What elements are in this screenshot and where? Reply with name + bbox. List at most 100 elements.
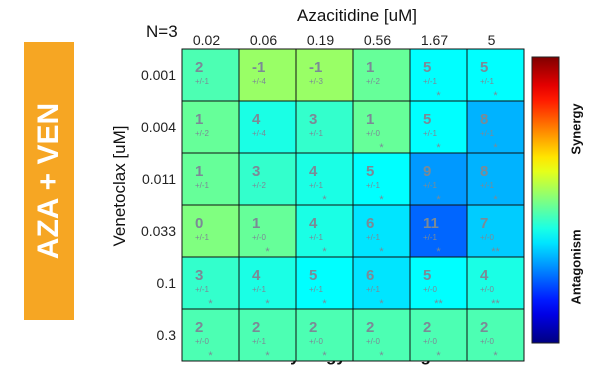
heatmap-cell <box>352 48 411 102</box>
heatmap-cell <box>352 256 411 310</box>
cell-value: 6 <box>366 215 374 232</box>
cell-value: 4 <box>309 215 318 232</box>
significance-marker: * <box>208 350 213 362</box>
significance-marker: * <box>265 246 270 258</box>
heatmap-cell <box>409 308 468 362</box>
x-tick-label: 0.06 <box>250 32 277 48</box>
heatmap-cell <box>295 48 354 102</box>
cell-value: -1 <box>252 59 265 76</box>
cell-value: 1 <box>195 111 203 128</box>
cell-value: 6 <box>366 267 374 284</box>
cell-value: 1 <box>252 215 260 232</box>
significance-marker: * <box>436 142 441 154</box>
cell-value: 4 <box>309 163 318 180</box>
cell-value: 2 <box>480 319 488 336</box>
cell-value: 5 <box>480 59 488 76</box>
x-axis-title: Azacitidine [uM] <box>297 6 417 25</box>
cell-error: +/-1 <box>195 77 210 86</box>
cell-error: +/-1 <box>423 77 438 86</box>
cell-error: +/-1 <box>366 181 381 190</box>
significance-marker: * <box>379 350 384 362</box>
cell-value: 2 <box>195 319 203 336</box>
cell-error: +/-0 <box>309 337 324 346</box>
cell-value: 4 <box>252 267 261 284</box>
y-tick-label: 0.011 <box>142 171 176 187</box>
combination-banner <box>24 42 74 320</box>
heatmap-cell <box>238 152 297 206</box>
cell-error: +/-4 <box>252 77 267 86</box>
x-tick-label: 1.67 <box>421 32 448 48</box>
cell-value: 2 <box>195 59 203 76</box>
cell-error: +/-2 <box>366 77 381 86</box>
x-tick-label: 0.19 <box>307 32 334 48</box>
y-tick-label: 0.3 <box>157 327 177 343</box>
heatmap-cell <box>409 256 468 310</box>
cell-value: 1 <box>366 111 374 128</box>
cell-error: +/-0 <box>423 337 438 346</box>
significance-marker: ** <box>434 298 443 310</box>
cell-error: +/-1 <box>309 181 324 190</box>
significance-marker: * <box>265 350 270 362</box>
cell-error: +/-1 <box>309 129 324 138</box>
heatmap-cell <box>181 48 240 102</box>
x-tick-label: 0.02 <box>193 32 220 48</box>
significance-marker: * <box>322 246 327 258</box>
cell-error: +/-2 <box>252 181 267 190</box>
significance-marker: * <box>436 194 441 206</box>
cell-error: +/-4 <box>252 129 267 138</box>
cell-error: +/-0 <box>195 337 210 346</box>
cell-value: 3 <box>309 111 317 128</box>
cell-value: 2 <box>423 319 431 336</box>
heatmap-cell <box>352 308 411 362</box>
significance-marker: * <box>436 90 441 102</box>
cell-value: 2 <box>252 319 260 336</box>
cell-value: 8 <box>480 111 488 128</box>
cell-value: 1 <box>195 163 203 180</box>
cell-value: 4 <box>480 267 489 284</box>
heatmap-cell <box>295 204 354 258</box>
heatmap-cell <box>181 256 240 310</box>
cell-error: +/-0 <box>480 337 495 346</box>
y-tick-label: 0.1 <box>157 275 177 291</box>
cell-error: +/-1 <box>309 285 324 294</box>
cell-value: 5 <box>309 267 317 284</box>
cell-error: +/-1 <box>480 181 495 190</box>
cell-value: 3 <box>195 267 203 284</box>
significance-marker: * <box>379 298 384 310</box>
significance-marker: * <box>436 350 441 362</box>
significance-marker: * <box>379 142 384 154</box>
cell-error: +/-1 <box>480 129 495 138</box>
significance-marker: * <box>379 194 384 206</box>
cell-value: 3 <box>252 163 260 180</box>
x-tick-label: 0.56 <box>364 32 391 48</box>
heatmap-cell <box>466 256 525 310</box>
significance-marker: * <box>493 194 498 206</box>
cell-error: +/-1 <box>480 77 495 86</box>
cell-value: 0 <box>195 215 203 232</box>
cell-value: 4 <box>252 111 261 128</box>
cell-error: +/-1 <box>366 233 381 242</box>
y-tick-label: 0.001 <box>141 67 176 83</box>
cell-error: +/-0 <box>423 285 438 294</box>
cell-error: +/-1 <box>252 285 267 294</box>
cell-value: 2 <box>366 319 374 336</box>
cell-error: +/-1 <box>423 181 438 190</box>
heatmap-cell <box>295 256 354 310</box>
heatmap-cell <box>295 152 354 206</box>
heatmap-cell <box>409 152 468 206</box>
cell-value: 9 <box>423 163 431 180</box>
heatmap-cell <box>466 100 525 154</box>
significance-marker: * <box>493 142 498 154</box>
significance-marker: * <box>208 298 213 310</box>
heatmap-cell <box>295 100 354 154</box>
x-tick-label: 5 <box>488 32 496 48</box>
cell-error: +/-0 <box>480 285 495 294</box>
heatmap-cell <box>181 204 240 258</box>
cell-error: +/-0 <box>366 337 381 346</box>
significance-marker: * <box>493 350 498 362</box>
cell-error: +/-1 <box>423 129 438 138</box>
cell-error: +/-1 <box>195 181 210 190</box>
heatmap-cell <box>238 100 297 154</box>
cell-error: +/-1 <box>195 285 210 294</box>
replicate-count-label: N=3 <box>146 22 178 41</box>
